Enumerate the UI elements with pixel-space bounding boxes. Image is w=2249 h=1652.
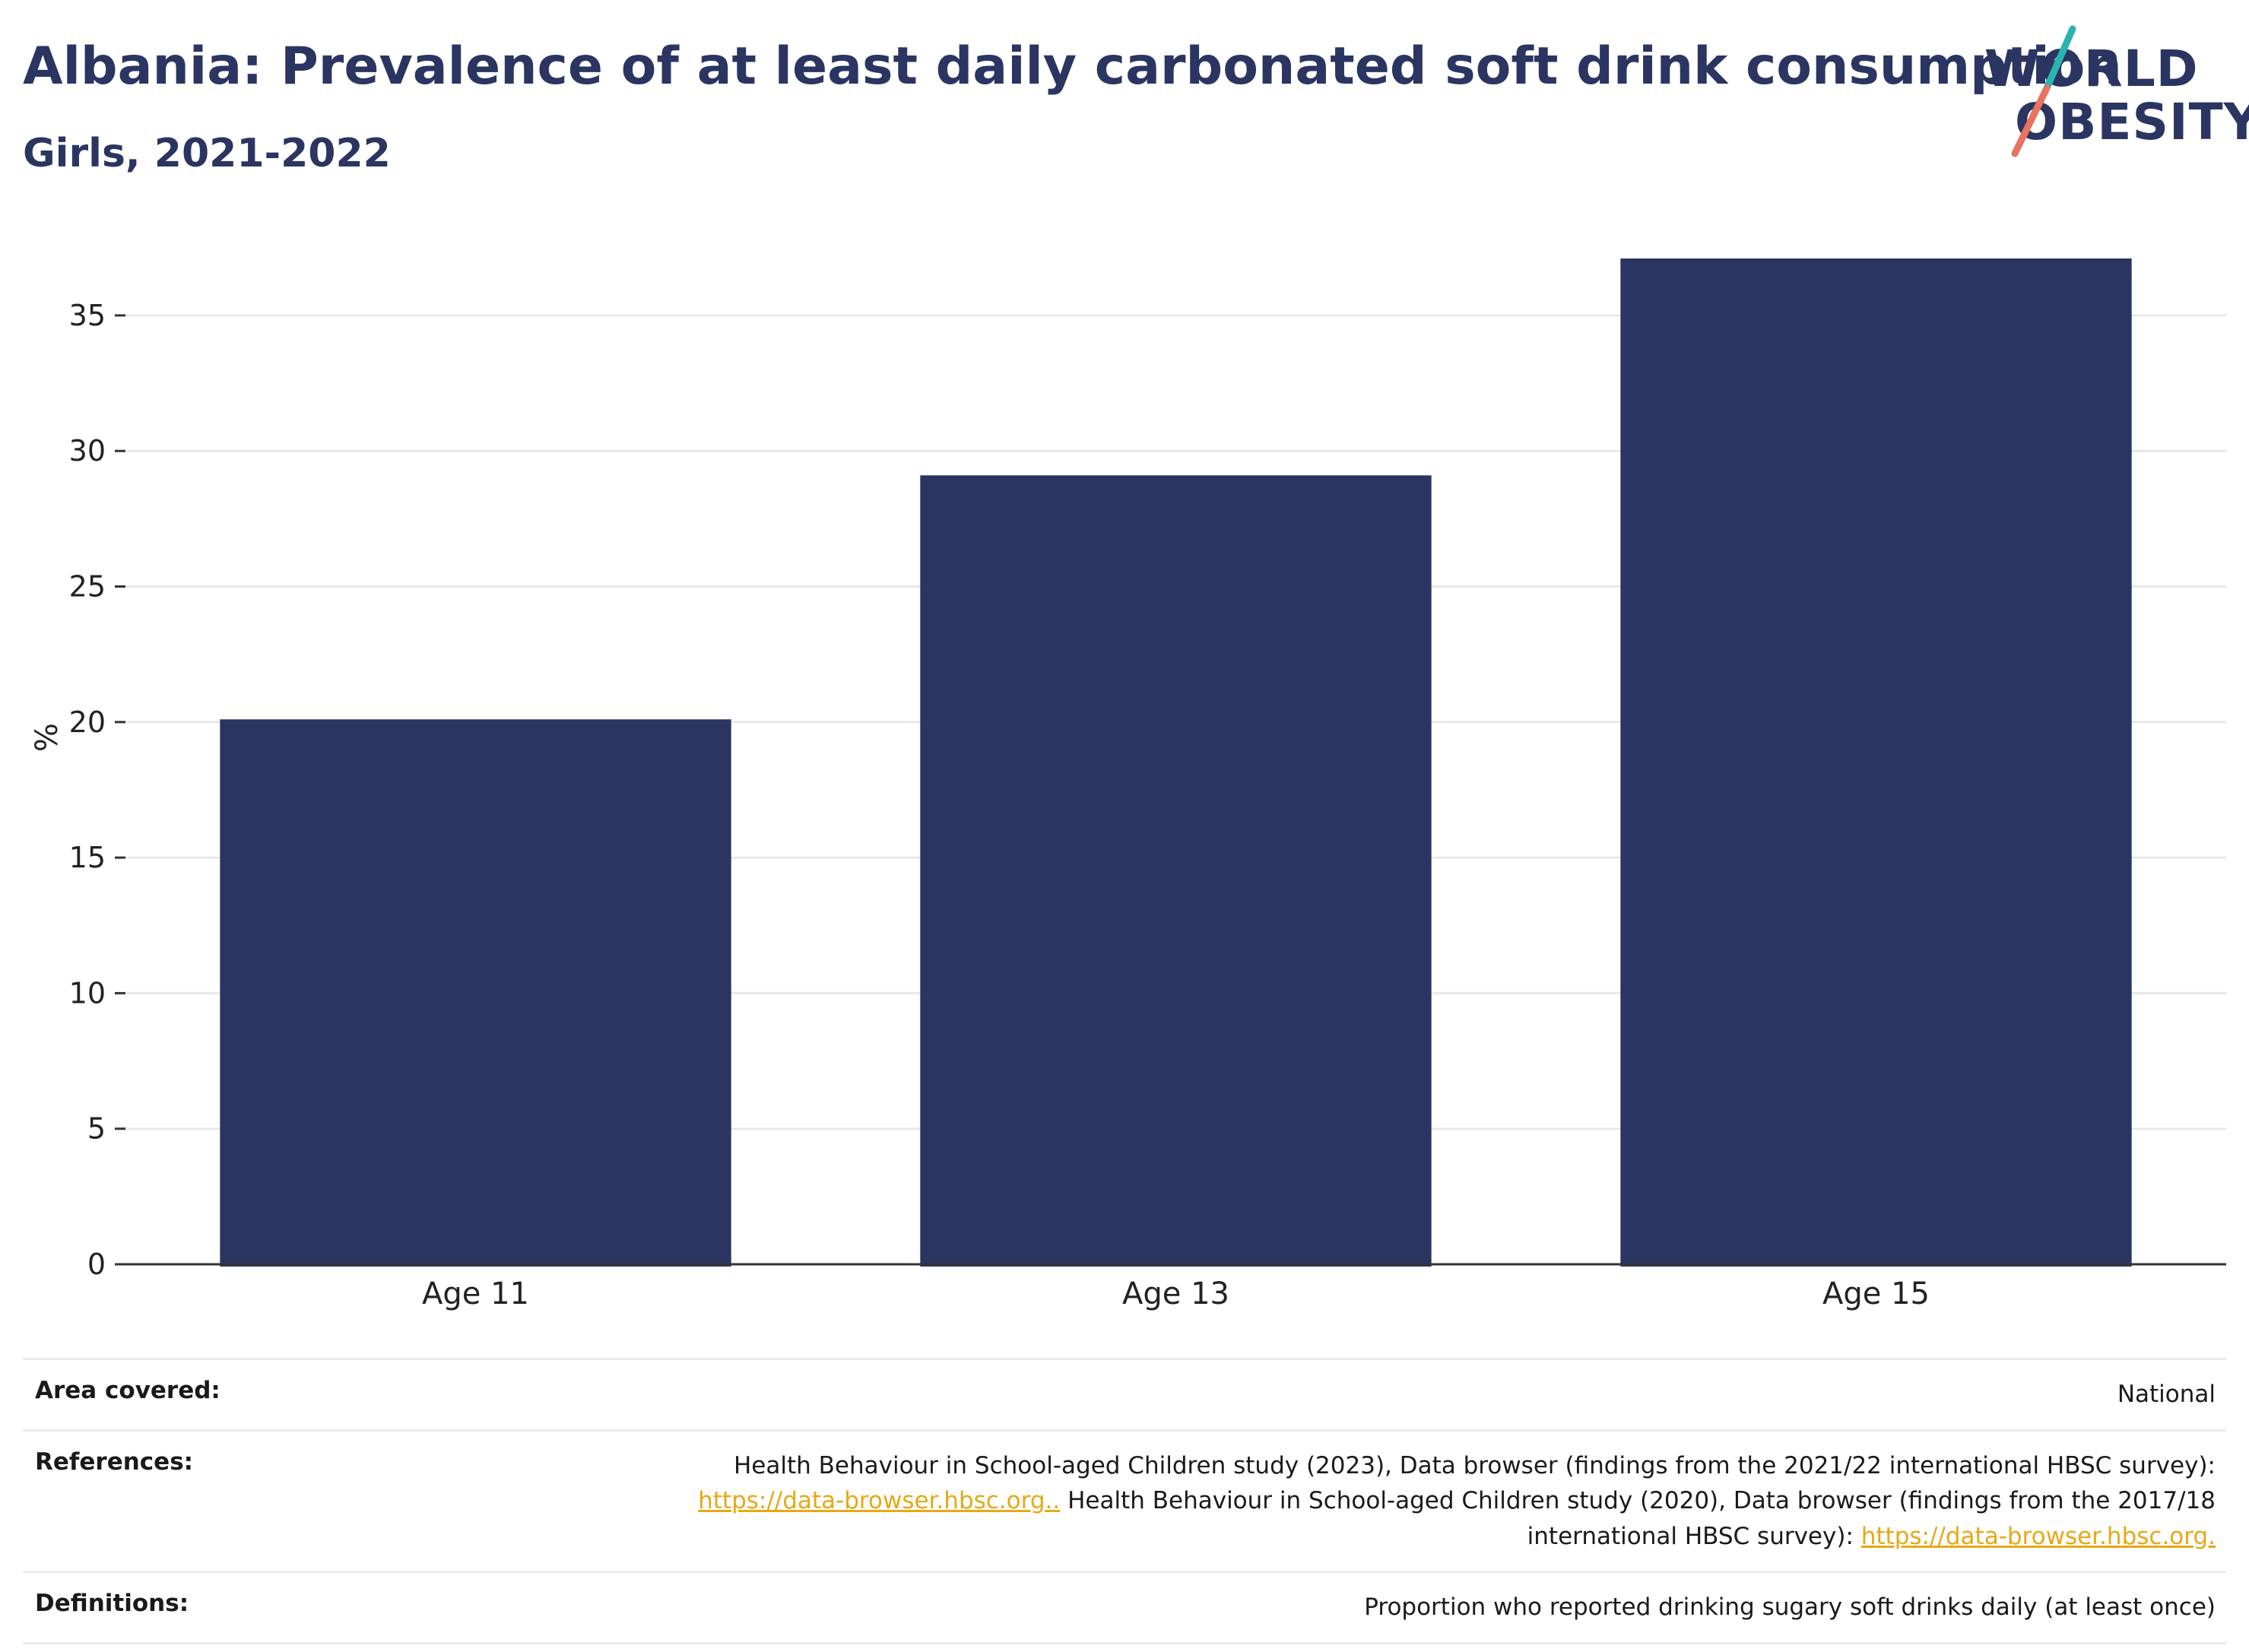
- y-tick-label: 20: [69, 706, 106, 739]
- bar-age-13: [920, 475, 1432, 1267]
- x-axis-ticks: Age 11 Age 13 Age 15: [422, 1276, 1930, 1311]
- definitions-label: Definitions:: [35, 1590, 189, 1617]
- bar-age-11: [220, 719, 731, 1267]
- bar-chart: 0 5 10 15 20 25 30 35 Age 11 Age 13 Age 15 %: [30, 258, 2226, 1311]
- y-tick-label: 30: [69, 434, 106, 468]
- x-tick-label: Age 13: [1122, 1276, 1229, 1311]
- references-label: References:: [35, 1447, 194, 1476]
- world-obesity-logo: WORLD OBESITY: [1984, 23, 2249, 160]
- reference-link-1[interactable]: https://data-browser.hbsc.org..: [698, 1487, 1061, 1514]
- y-tick-label: 25: [69, 569, 106, 603]
- chart-subtitle: Girls, 2021-2022: [23, 131, 391, 176]
- reference-link-2[interactable]: https://data-browser.hbsc.org.: [1860, 1522, 2216, 1550]
- x-tick-label: Age 15: [1822, 1276, 1930, 1311]
- y-tick-label: 35: [69, 299, 106, 332]
- y-tick-label: 5: [87, 1112, 106, 1146]
- logo-word-obesity: OBESITY: [2015, 93, 2249, 151]
- y-tick-label: 15: [69, 841, 106, 874]
- y-tick-label: 0: [87, 1248, 106, 1281]
- y-tick-label: 10: [69, 976, 106, 1010]
- area-label: Area covered:: [35, 1377, 220, 1404]
- info-table: Area covered: National References: Healt…: [23, 1358, 2226, 1644]
- bar-age-15: [1620, 258, 2132, 1267]
- info-row-area: Area covered: National: [23, 1358, 2226, 1429]
- chart-title: Albania: Prevalence of at least daily ca…: [23, 36, 2122, 97]
- y-axis-label: %: [30, 723, 65, 752]
- logo-slash-icon: [2011, 25, 2076, 157]
- definitions-value: Proportion who reported drinking sugary …: [1364, 1593, 2216, 1621]
- area-value: National: [2117, 1381, 2216, 1408]
- logo-word-world: WORLD: [1984, 40, 2199, 98]
- info-row-definitions: Definitions: Proportion who reported dri…: [23, 1571, 2226, 1644]
- reference-text-1: Health Behaviour in School-aged Children…: [734, 1451, 2216, 1479]
- references-value: Health Behaviour in School-aged Children…: [665, 1448, 2216, 1555]
- reference-text-2: Health Behaviour in School-aged Children…: [1067, 1487, 2216, 1550]
- x-tick-label: Age 11: [422, 1276, 529, 1311]
- y-axis-ticks: 0 5 10 15 20 25 30 35: [69, 299, 125, 1281]
- bars: [220, 258, 2132, 1267]
- info-row-references: References: Health Behaviour in School-a…: [23, 1428, 2226, 1571]
